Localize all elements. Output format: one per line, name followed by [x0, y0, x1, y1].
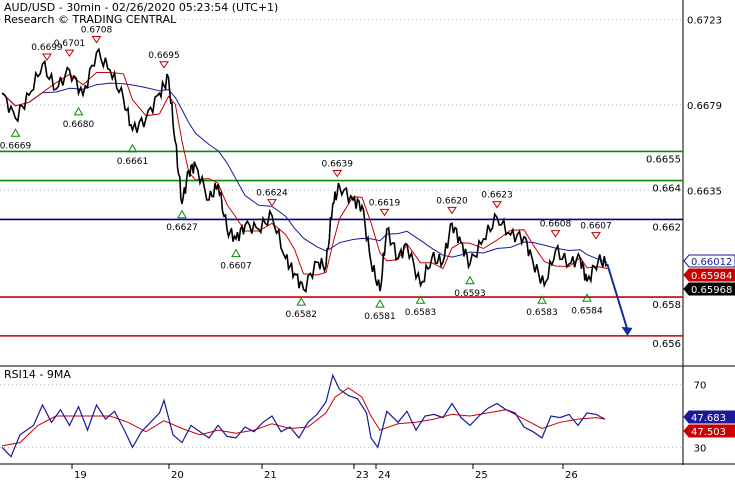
rsi-tick-label: 70: [694, 381, 707, 392]
price-badge: [683, 254, 735, 268]
day-label: 24: [378, 470, 391, 480]
low-label: 0.6607: [220, 262, 252, 272]
price-series: [1, 47, 633, 336]
rsi-title: RSI14 - 9MA: [4, 368, 71, 381]
level-label: 0.6655: [646, 154, 681, 165]
high-marker: [492, 201, 502, 209]
day-label: 26: [565, 470, 578, 480]
price-badge: [683, 268, 735, 282]
high-marker: [64, 49, 75, 58]
forecast-arrow-shaft: [606, 263, 629, 331]
high-label: 0.6699: [31, 43, 63, 53]
low-marker: [582, 293, 592, 302]
low-label: 0.6583: [526, 308, 558, 318]
low-label: 0.6680: [63, 120, 95, 130]
day-label: 20: [171, 470, 184, 480]
level-label: 0.656: [652, 339, 681, 350]
day-label: 25: [475, 470, 488, 480]
price-line: [1, 47, 608, 294]
low-marker: [10, 128, 21, 137]
high-label: 0.6701: [54, 39, 86, 49]
day-label: 23: [356, 470, 369, 480]
high-marker: [332, 170, 343, 178]
high-marker: [91, 36, 102, 44]
level-label: 0.664: [652, 184, 681, 195]
chart-frame: [0, 0, 735, 465]
chart-subtitle: Research © TRADING CENTRAL: [4, 13, 177, 26]
high-label: 0.6607: [580, 222, 612, 232]
rsi-badge-label: 47.503: [691, 427, 726, 438]
level-label: 0.658: [652, 300, 681, 311]
high-label: 0.6708: [81, 26, 113, 36]
chart-title: AUD/USD - 30min - 02/26/2020 05:23:54 (U…: [4, 1, 278, 14]
high-label: 0.6623: [481, 191, 513, 201]
low-label: 0.6661: [117, 157, 149, 167]
low-label: 0.6669: [0, 141, 32, 151]
low-label: 0.6583: [405, 308, 437, 318]
rsi-line: [1, 373, 606, 458]
price-badge-label: 0.65984: [691, 271, 732, 282]
forecast-arrow-head: [621, 326, 633, 336]
high-label: 0.6619: [369, 198, 401, 208]
low-marker: [465, 275, 475, 285]
price-tick-label: 0.6723: [687, 15, 722, 26]
high-marker: [379, 208, 390, 217]
price-badge-label: 0.65968: [691, 285, 732, 296]
high-label: 0.6608: [540, 220, 572, 230]
price-tick-label: 0.6635: [687, 186, 722, 197]
price-tick-label: 0.6679: [687, 101, 722, 112]
low-marker: [296, 297, 307, 306]
high-label: 0.6639: [322, 160, 354, 170]
low-label: 0.6581: [364, 312, 396, 322]
high-marker: [550, 230, 561, 238]
low-marker: [231, 248, 241, 258]
level-label: 0.662: [652, 222, 681, 233]
low-label: 0.6584: [571, 306, 603, 316]
axes: 0.6723 0.6679 0.6635 19 20 21 23 24 25 26 0.66012 0…: [71, 15, 735, 480]
low-label: 0.6593: [454, 289, 486, 299]
low-label: 0.6582: [286, 310, 318, 320]
high-label: 0.6695: [148, 51, 180, 61]
high-marker: [159, 61, 169, 69]
low-marker: [375, 299, 385, 308]
price-badge-label: 0.66012: [691, 257, 732, 268]
price-badge: [683, 282, 735, 296]
high-marker: [267, 199, 277, 207]
rsi-badge-label: 47.683: [691, 413, 726, 424]
high-label: 0.6624: [256, 189, 288, 199]
low-marker: [127, 143, 138, 153]
price-levels: 0.6655 0.664 0.662 0.658 0.656: [0, 150, 683, 350]
low-marker: [537, 295, 547, 304]
high-label: 0.6620: [436, 196, 468, 206]
rsi-panel: [0, 373, 683, 458]
high-marker: [447, 206, 457, 215]
low-label: 0.6627: [166, 223, 198, 233]
high-marker: [42, 53, 52, 61]
day-label: 19: [74, 470, 87, 480]
low-marker: [73, 106, 84, 116]
rsi-badge: [683, 424, 735, 438]
day-label: 21: [264, 470, 277, 480]
high-marker: [591, 232, 601, 240]
rsi-tick-label: 30: [694, 443, 707, 454]
rsi-badge: [683, 410, 735, 424]
low-marker: [415, 295, 426, 304]
low-marker: [177, 209, 187, 219]
ma-slow-line: [1, 82, 608, 263]
